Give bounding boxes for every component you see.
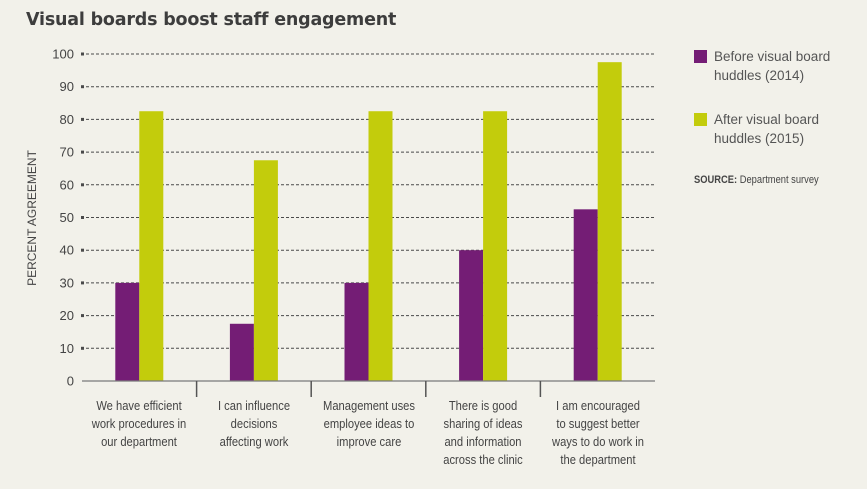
bar-after — [597, 62, 622, 382]
tick-mark — [81, 281, 84, 285]
category-label-line: to suggest better — [556, 416, 640, 431]
legend-swatch-after — [694, 113, 707, 126]
source-text: Department survey — [739, 174, 819, 186]
category-label-line: improve care — [336, 434, 401, 449]
legend-label-line: After visual board — [714, 112, 820, 127]
axes: 0 10 20 30 40 50 60 70 80 90 100 — [52, 47, 655, 397]
category-label-line: employee ideas to — [323, 416, 414, 431]
bar-before — [344, 282, 369, 381]
tick-mark — [81, 85, 84, 89]
tick-mark — [81, 52, 84, 56]
category-label-line: ways to do work in — [551, 434, 644, 449]
category-label-line: I can influence — [217, 398, 290, 413]
category-label-line: our department — [101, 434, 178, 449]
category-label-line: decisions — [230, 416, 278, 431]
category-label-line: I am encouraged — [555, 398, 640, 413]
y-tick-label: 100 — [52, 47, 74, 62]
category-label-line: There is good — [448, 398, 518, 413]
bar-after — [253, 160, 278, 381]
y-tick-label: 70 — [60, 145, 74, 160]
y-tick-label: 50 — [60, 210, 74, 225]
y-tick-label: 30 — [60, 275, 74, 290]
y-axis-label: PERCENT AGREEMENT — [25, 149, 39, 285]
tick-mark — [81, 117, 84, 121]
tick-mark — [81, 346, 84, 350]
category-label-line: work procedures in — [92, 416, 187, 431]
legend-label-line: huddles (2014) — [714, 68, 805, 83]
category-label-line: across the clinic — [443, 452, 523, 467]
tick-mark — [81, 216, 84, 219]
tick-mark — [81, 248, 84, 252]
category-label-line: the department — [560, 452, 636, 467]
y-tick-label: 90 — [60, 79, 74, 94]
x-category-label: I can influence decisions affecting work — [199, 397, 309, 451]
bar-after — [483, 111, 508, 381]
x-category-label: Management uses employee ideas to improve … — [313, 397, 423, 451]
category-label-line: affecting work — [219, 434, 289, 449]
source-note: SOURCE: Department survey — [694, 174, 819, 186]
category-label-line: and information — [444, 434, 522, 449]
y-tick-label: 40 — [60, 243, 74, 258]
tick-mark — [81, 183, 84, 187]
x-category-label: There is good sharing of ideas and informa… — [428, 397, 538, 469]
bars — [115, 62, 622, 382]
bar-before — [573, 209, 598, 381]
y-tick-label: 60 — [60, 177, 74, 192]
y-tick-label: 0 — [67, 374, 74, 389]
x-category-label: I am encouraged to suggest better ways to … — [543, 397, 653, 469]
y-tick-label: 20 — [60, 308, 74, 323]
chart-title: Visual boards boost staff engagement — [26, 10, 397, 30]
bar-before — [229, 323, 254, 381]
y-tick-label: 80 — [60, 112, 74, 127]
category-label-line: Management uses — [322, 398, 415, 413]
bar-after — [139, 111, 164, 381]
tick-mark — [81, 150, 84, 154]
bar-before — [459, 250, 484, 381]
bar-after — [368, 111, 393, 381]
source-label: SOURCE: — [694, 174, 738, 186]
x-category-label: We have efficient work procedures in our d… — [84, 397, 194, 451]
legend-swatch-before — [694, 50, 707, 63]
category-label-line: We have efficient — [96, 398, 182, 413]
gridlines — [81, 52, 655, 350]
legend-label-line: Before visual board — [714, 49, 831, 64]
bar-before — [115, 282, 140, 381]
category-label-line: sharing of ideas — [443, 416, 523, 431]
legend-label-before: Before visual board huddles (2014) — [714, 47, 864, 85]
legend-label-line: huddles (2015) — [714, 131, 805, 146]
y-tick-label: 10 — [60, 341, 74, 356]
tick-mark — [81, 314, 84, 318]
legend-label-after: After visual board huddles (2015) — [714, 110, 864, 148]
